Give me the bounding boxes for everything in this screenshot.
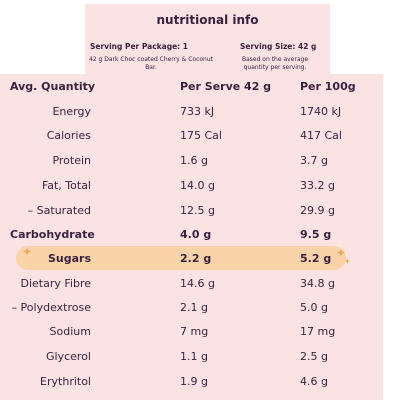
row-label-carbohydrate: Carbohydrate bbox=[10, 228, 95, 241]
sparkle-icon: ✦ bbox=[336, 246, 347, 260]
row-value-calories-serve: 175 Cal bbox=[180, 129, 222, 142]
page-title: nutritional info bbox=[156, 13, 259, 27]
sugars-highlight bbox=[16, 246, 346, 270]
row-label-sodium: Sodium bbox=[49, 325, 91, 338]
row-value-sugars-serve: 2.2 g bbox=[180, 252, 212, 265]
nutrition-header: nutritional info Serving Per Package: 1 … bbox=[85, 4, 330, 74]
row-value-sodium-100g: 17 mg bbox=[300, 325, 336, 338]
row-value-dietary-fibre-serve: 14.6 g bbox=[180, 277, 215, 290]
row-label-sugars: Sugars bbox=[47, 252, 91, 265]
row-value-carbohydrate-serve: 4.0 g bbox=[180, 228, 212, 241]
row-label-erythritol: Erythritol bbox=[40, 375, 91, 388]
row-label-energy: Energy bbox=[52, 105, 91, 118]
row-value-erythritol-100g: 4.6 g bbox=[300, 375, 328, 388]
sparkle-icon: ✦ bbox=[344, 257, 351, 266]
row-label-polydextrose: – Polydextrose bbox=[11, 301, 91, 314]
row-value-calories-100g: 417 Cal bbox=[300, 129, 342, 142]
row-value-protein-serve: 1.6 g bbox=[180, 154, 208, 167]
row-label-fat-total: Fat, Total bbox=[41, 179, 91, 192]
column-header-per-serve: Per Serve 42 g bbox=[180, 80, 272, 93]
row-label-dietary-fibre: Dietary Fibre bbox=[20, 277, 92, 290]
row-value-fat-total-100g: 33.2 g bbox=[300, 179, 335, 192]
size-note: Based on the average quantity per servin… bbox=[241, 56, 309, 71]
sparkle-icon: ✦ bbox=[22, 245, 33, 259]
row-value-polydextrose-100g: 5.0 g bbox=[300, 301, 328, 314]
row-label-protein: Protein bbox=[52, 154, 91, 167]
row-label-saturated: – Saturated bbox=[27, 204, 91, 217]
serving-size: Serving Size: 42 g bbox=[240, 42, 317, 51]
nutrition-panel bbox=[0, 74, 383, 400]
row-value-sugars-100g: 5.2 g bbox=[300, 252, 332, 265]
column-header-per-100g: Per 100g bbox=[300, 80, 356, 93]
row-value-dietary-fibre-100g: 34.8 g bbox=[300, 277, 335, 290]
row-value-glycerol-serve: 1.1 g bbox=[180, 350, 208, 363]
row-value-polydextrose-serve: 2.1 g bbox=[180, 301, 208, 314]
row-value-energy-100g: 1740 kJ bbox=[300, 105, 342, 118]
row-label-glycerol: Glycerol bbox=[46, 350, 91, 363]
row-label-calories: Calories bbox=[46, 129, 91, 142]
row-value-saturated-100g: 29.9 g bbox=[300, 204, 335, 217]
row-value-glycerol-100g: 2.5 g bbox=[300, 350, 328, 363]
serving-per-package: Serving Per Package: 1 bbox=[90, 42, 188, 51]
column-header-quantity: Avg. Quantity bbox=[10, 80, 96, 93]
row-value-saturated-serve: 12.5 g bbox=[180, 204, 215, 217]
package-note: 42 g Dark Choc coated Cherry & Coconut B… bbox=[88, 56, 214, 71]
row-value-erythritol-serve: 1.9 g bbox=[180, 375, 208, 388]
row-value-sodium-serve: 7 mg bbox=[180, 325, 209, 338]
row-value-fat-total-serve: 14.0 g bbox=[180, 179, 215, 192]
row-value-energy-serve: 733 kJ bbox=[180, 105, 215, 118]
row-value-carbohydrate-100g: 9.5 g bbox=[300, 228, 332, 241]
row-value-protein-100g: 3.7 g bbox=[300, 154, 328, 167]
